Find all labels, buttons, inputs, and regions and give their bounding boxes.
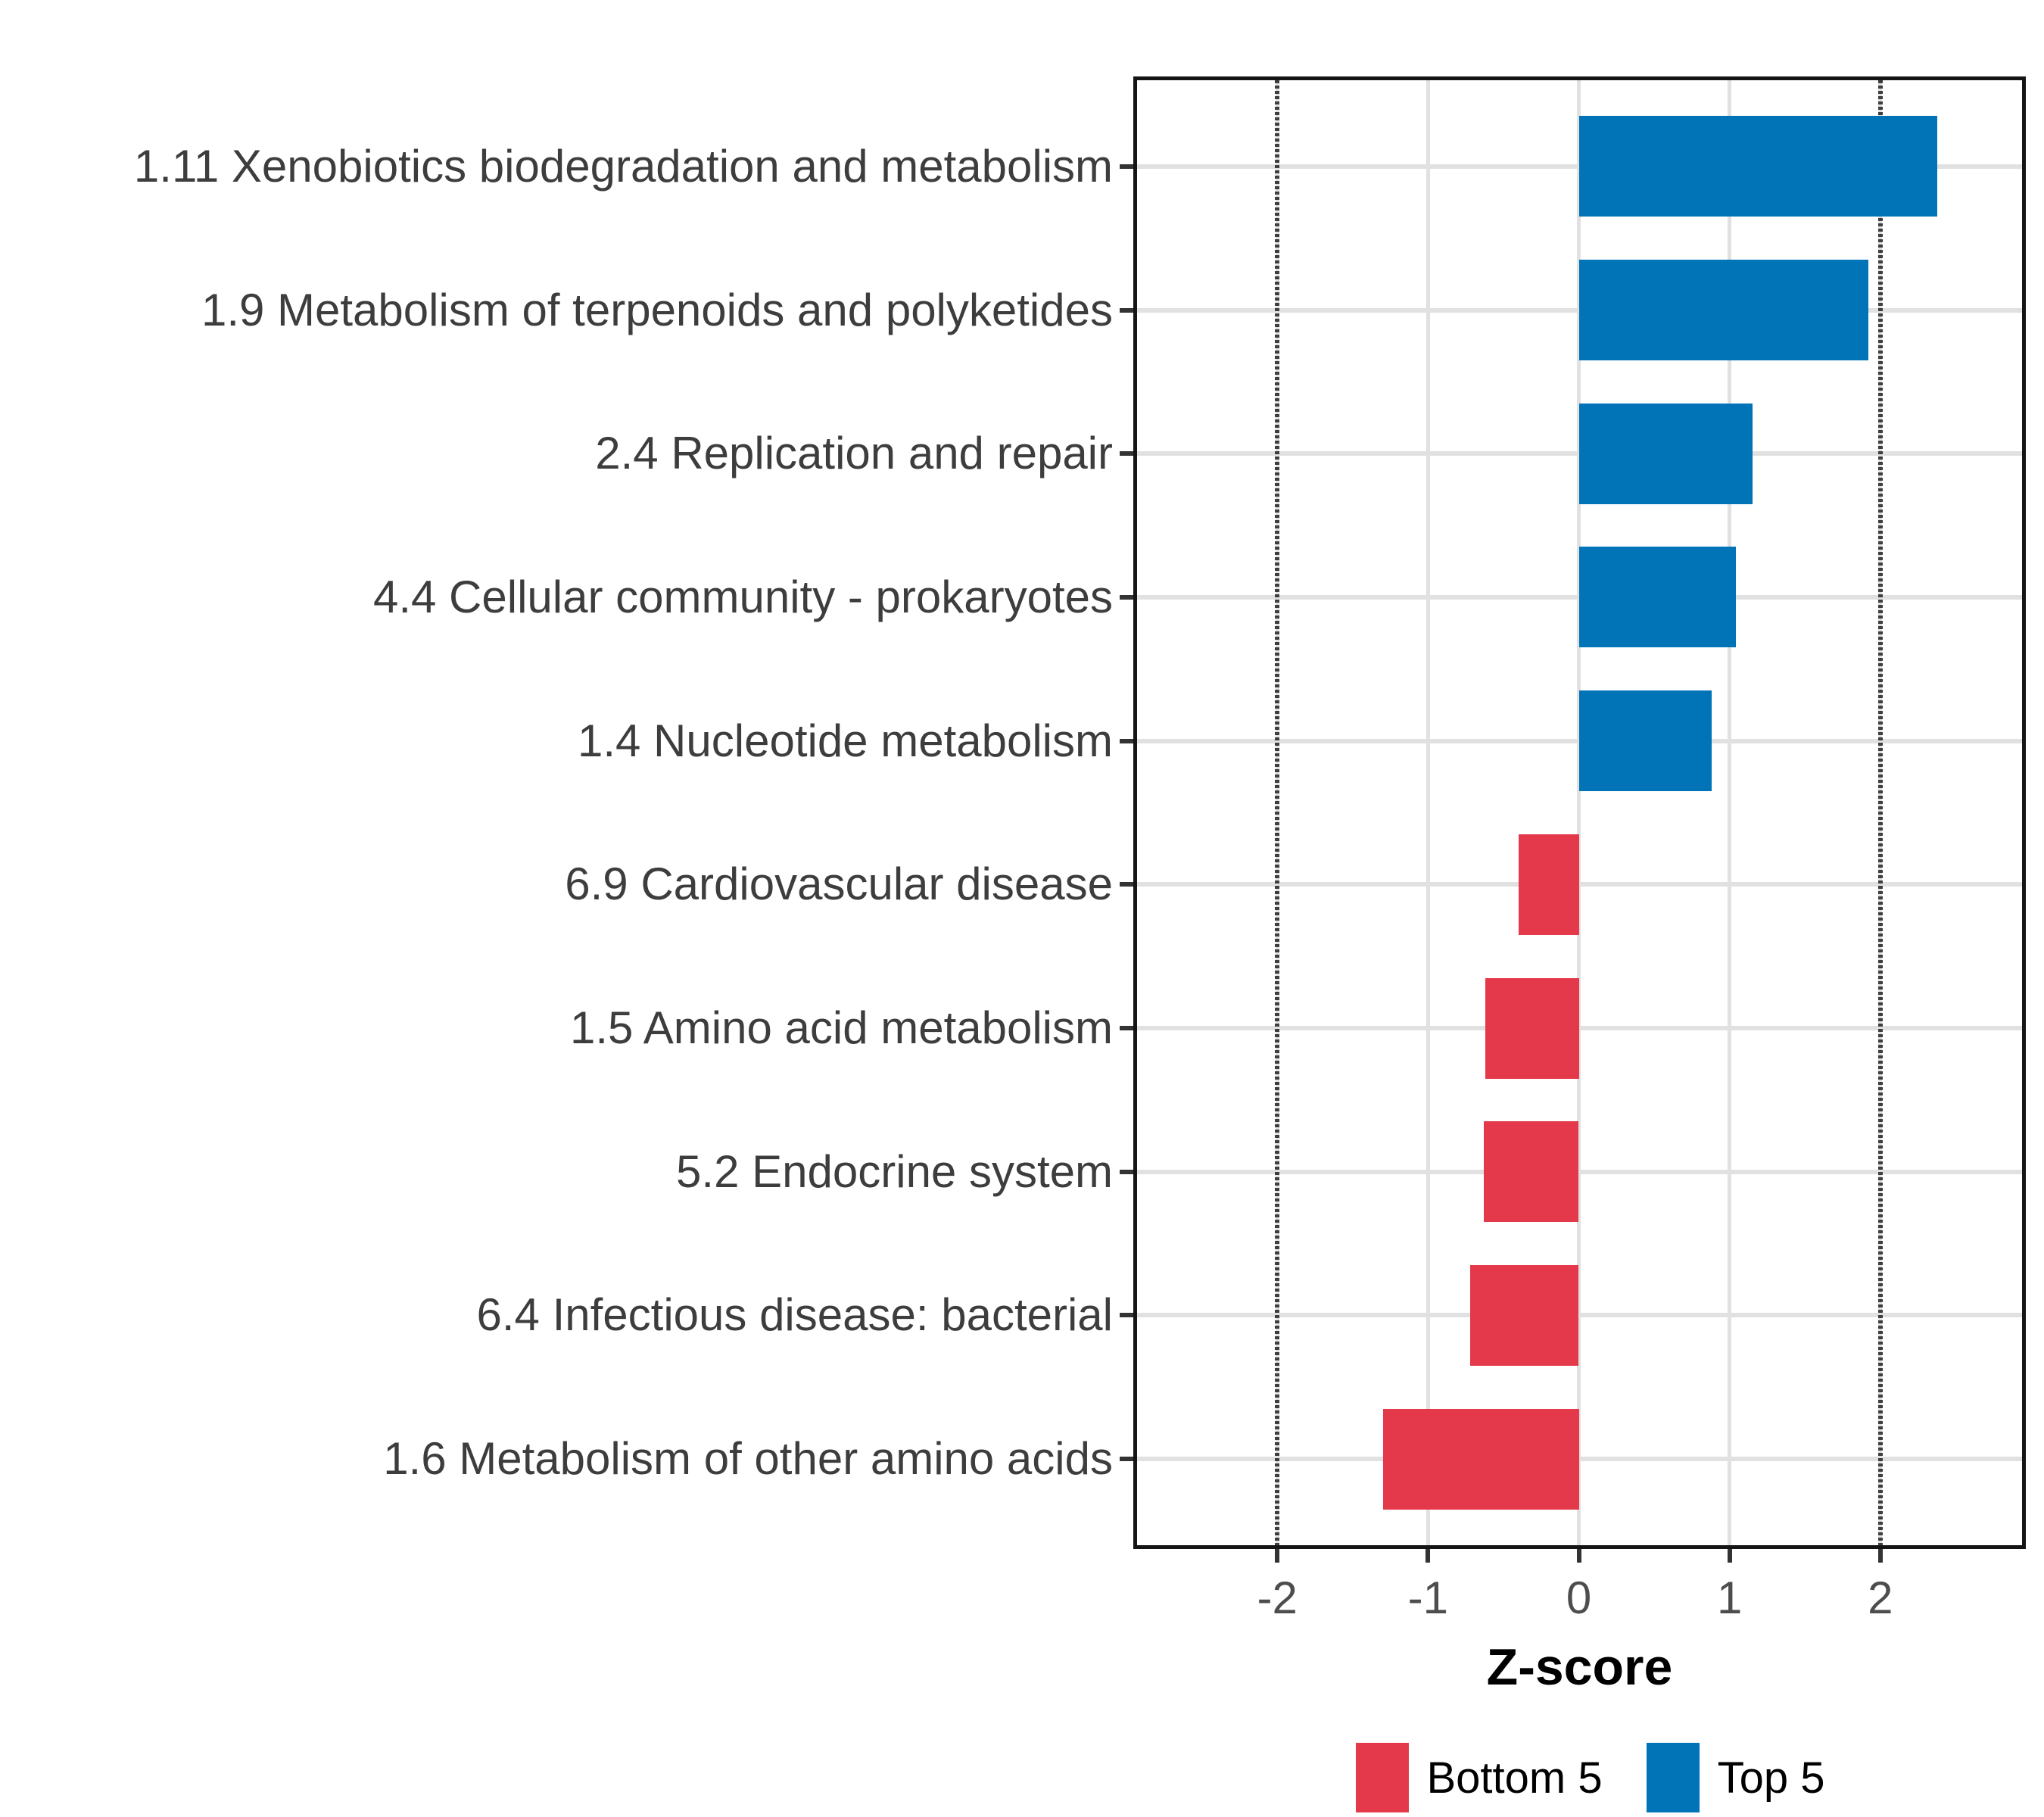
bar bbox=[1484, 1121, 1579, 1223]
x-axis-tick bbox=[1576, 1549, 1581, 1563]
bar bbox=[1382, 1408, 1579, 1510]
x-axis-tick-label: 0 bbox=[1566, 1572, 1592, 1623]
major-gridline-vertical bbox=[1577, 80, 1581, 1545]
y-axis-tick bbox=[1120, 1169, 1133, 1174]
legend-swatch-bottom5 bbox=[1355, 1743, 1409, 1812]
y-axis-tick bbox=[1120, 882, 1133, 887]
bar bbox=[1518, 834, 1579, 935]
plot-panel bbox=[1133, 76, 2026, 1549]
x-axis-tick bbox=[1426, 1549, 1431, 1563]
y-axis-tick bbox=[1120, 738, 1133, 743]
legend-entry-bottom5: Bottom 5 bbox=[1355, 1743, 1603, 1812]
bar bbox=[1578, 260, 1868, 361]
category-label: 1.9 Metabolism of terpenoids and polyket… bbox=[201, 284, 1113, 335]
major-gridline-vertical bbox=[1728, 80, 1732, 1545]
x-axis-tick-label: 1 bbox=[1716, 1572, 1743, 1623]
y-axis-tick bbox=[1120, 1313, 1133, 1318]
x-axis-tick-label: -2 bbox=[1257, 1572, 1298, 1623]
chart-legend: Bottom 5 Top 5 bbox=[1355, 1743, 1825, 1812]
reference-line-dotted bbox=[1877, 80, 1883, 1545]
category-label: 6.9 Cardiovascular disease bbox=[565, 859, 1113, 910]
legend-entry-top5: Top 5 bbox=[1646, 1743, 1825, 1812]
bar bbox=[1485, 977, 1579, 1079]
bar bbox=[1578, 403, 1753, 504]
x-axis-title: Z-score bbox=[1486, 1638, 1673, 1696]
reference-line-dotted bbox=[1275, 80, 1280, 1545]
y-axis-tick bbox=[1120, 164, 1133, 169]
category-label: 1.11 Xenobiotics biodegradation and meta… bbox=[133, 140, 1113, 192]
bar bbox=[1470, 1264, 1579, 1366]
y-axis-tick bbox=[1120, 1026, 1133, 1031]
category-label: 5.2 Endocrine system bbox=[676, 1145, 1113, 1197]
legend-label-top5: Top 5 bbox=[1717, 1753, 1825, 1803]
x-axis-tick bbox=[1275, 1549, 1280, 1563]
bar bbox=[1578, 690, 1712, 792]
x-axis-tick bbox=[1727, 1549, 1732, 1563]
category-label: 2.4 Replication and repair bbox=[595, 428, 1113, 479]
category-label: 1.6 Metabolism of other amino acids bbox=[383, 1433, 1113, 1485]
category-label: 1.5 Amino acid metabolism bbox=[569, 1002, 1113, 1054]
legend-label-bottom5: Bottom 5 bbox=[1426, 1753, 1603, 1803]
category-label: 6.4 Infectious disease: bacterial bbox=[476, 1289, 1114, 1341]
y-axis-tick bbox=[1120, 307, 1133, 313]
category-label: 4.4 Cellular community - prokaryotes bbox=[372, 571, 1113, 622]
x-axis-tick bbox=[1877, 1549, 1883, 1563]
bar bbox=[1578, 116, 1938, 217]
x-axis-tick-label: -1 bbox=[1407, 1572, 1449, 1623]
y-axis-tick bbox=[1120, 451, 1133, 457]
legend-swatch-top5 bbox=[1646, 1743, 1700, 1812]
category-label: 1.4 Nucleotide metabolism bbox=[577, 715, 1113, 766]
bar bbox=[1578, 547, 1736, 648]
major-gridline-vertical bbox=[1426, 80, 1430, 1545]
y-axis-tick bbox=[1120, 1457, 1133, 1462]
y-axis-tick bbox=[1120, 594, 1133, 600]
x-axis-tick-label: 2 bbox=[1868, 1572, 1893, 1623]
